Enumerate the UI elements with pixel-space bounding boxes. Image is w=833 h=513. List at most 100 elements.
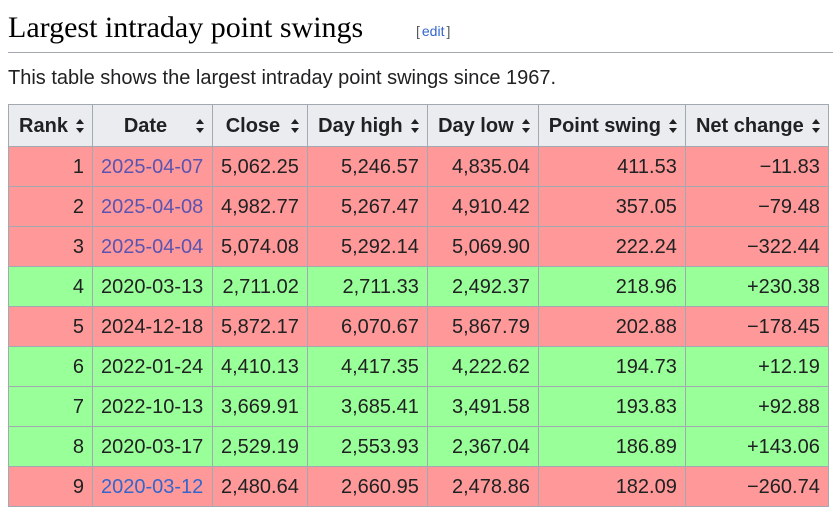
- date-link[interactable]: 2025-04-04: [101, 235, 204, 258]
- table-row: 4 2020-03-13 2,711.02 2,711.33 2,492.37 218.9…: [8, 266, 829, 307]
- close-cell: 5,872.17: [212, 306, 308, 347]
- day-high-cell: 2,553.93: [306, 426, 428, 467]
- table-row: 5 2024-12-18 5,872.17 6,070.67 5,867.79 202.8…: [8, 306, 829, 347]
- rank-cell: 2: [8, 186, 93, 227]
- header-label: Point swing: [548, 114, 661, 137]
- day-low-cell: 4,222.62: [426, 346, 539, 387]
- table-header-row: Rank Date Close Day high Day low Point s…: [8, 104, 829, 147]
- table-body: 1 2025-04-07 5,062.25 5,246.57 4,835.04 411.5…: [8, 146, 829, 507]
- header-label: Day low: [438, 114, 514, 137]
- day-high-cell: 2,711.33: [306, 266, 428, 307]
- date-cell: 2025-04-04: [92, 226, 213, 267]
- close-cell: 2,711.02: [212, 266, 308, 307]
- point-swing-cell: 186.89: [537, 426, 686, 467]
- rank-cell: 4: [8, 266, 93, 307]
- close-cell: 5,062.25: [212, 146, 308, 187]
- date-cell: 2024-12-18: [92, 306, 213, 347]
- point-swing-cell: 222.24: [537, 226, 686, 267]
- header-close[interactable]: Close: [212, 104, 308, 147]
- day-high-cell: 5,267.47: [306, 186, 428, 227]
- net-change-cell: −79.48: [684, 186, 829, 227]
- intro-text: This table shows the largest intraday po…: [8, 67, 557, 89]
- date-cell: 2022-10-13: [92, 386, 213, 427]
- net-change-cell: +143.06: [684, 426, 829, 467]
- day-high-cell: 2,660.95: [306, 466, 428, 507]
- day-low-cell: 2,492.37: [426, 266, 539, 307]
- header-point-swing[interactable]: Point swing: [537, 104, 686, 147]
- day-low-cell: 2,478.86: [426, 466, 539, 507]
- table-row: 2 2025-04-08 4,982.77 5,267.47 4,910.42 357.0…: [8, 186, 829, 227]
- edit-bracket-close: ]: [446, 23, 451, 39]
- date-cell: 2022-01-24: [92, 346, 213, 387]
- net-change-cell: −178.45: [684, 306, 829, 347]
- date-link[interactable]: 2025-04-07: [101, 155, 204, 178]
- date-link[interactable]: 2020-03-12: [101, 475, 204, 498]
- day-high-cell: 4,417.35: [306, 346, 428, 387]
- rank-cell: 6: [8, 346, 93, 387]
- day-low-cell: 5,867.79: [426, 306, 539, 347]
- close-cell: 2,480.64: [212, 466, 308, 507]
- date-cell: 2020-03-13: [92, 266, 213, 307]
- header-label: Net change: [695, 114, 804, 137]
- day-high-cell: 5,292.14: [306, 226, 428, 267]
- close-cell: 5,074.08: [212, 226, 308, 267]
- close-cell: 4,982.77: [212, 186, 308, 227]
- section-title: Largest intraday point swings: [8, 11, 364, 44]
- header-label: Date: [123, 114, 168, 137]
- net-change-cell: +230.38: [684, 266, 829, 307]
- net-change-cell: +92.88: [684, 386, 829, 427]
- point-swing-cell: 194.73: [537, 346, 686, 387]
- point-swing-cell: 182.09: [537, 466, 686, 507]
- close-cell: 2,529.19: [212, 426, 308, 467]
- header-rank[interactable]: Rank: [8, 104, 93, 147]
- sort-icon[interactable]: [668, 118, 677, 133]
- table-row: 9 2020-03-12 2,480.64 2,660.95 2,478.86 182.0…: [8, 466, 829, 507]
- intraday-swings-table: Rank Date Close Day high Day low Point s…: [8, 104, 829, 507]
- rank-cell: 7: [8, 386, 93, 427]
- date-link[interactable]: 2025-04-08: [101, 195, 204, 218]
- section-heading: Largest intraday point swings [edit]: [8, 6, 833, 53]
- edit-section: [edit]: [416, 22, 450, 40]
- table-row: 1 2025-04-07 5,062.25 5,246.57 4,835.04 411.5…: [8, 146, 829, 187]
- date-cell: 2020-03-17: [92, 426, 213, 467]
- day-low-cell: 5,069.90: [426, 226, 539, 267]
- header-date[interactable]: Date: [92, 104, 213, 147]
- day-low-cell: 3,491.58: [426, 386, 539, 427]
- header-net-change[interactable]: Net change: [684, 104, 829, 147]
- day-high-cell: 5,246.57: [306, 146, 428, 187]
- day-high-cell: 6,070.67: [306, 306, 428, 347]
- point-swing-cell: 218.96: [537, 266, 686, 307]
- point-swing-cell: 411.53: [537, 146, 686, 187]
- sort-icon[interactable]: [811, 118, 820, 133]
- close-cell: 3,669.91: [212, 386, 308, 427]
- sort-icon[interactable]: [521, 118, 530, 133]
- header-day-high[interactable]: Day high: [306, 104, 428, 147]
- net-change-cell: +12.19: [684, 346, 829, 387]
- date-cell: 2020-03-12: [92, 466, 213, 507]
- date-cell: 2025-04-07: [92, 146, 213, 187]
- header-day-low[interactable]: Day low: [426, 104, 539, 147]
- point-swing-cell: 357.05: [537, 186, 686, 227]
- point-swing-cell: 193.83: [537, 386, 686, 427]
- edit-bracket-open: [: [416, 23, 420, 39]
- sort-icon[interactable]: [196, 118, 204, 133]
- day-low-cell: 4,835.04: [426, 146, 539, 187]
- sort-icon[interactable]: [76, 118, 84, 133]
- rank-cell: 1: [8, 146, 93, 187]
- table-row: 3 2025-04-04 5,074.08 5,292.14 5,069.90 222.2…: [8, 226, 829, 267]
- sort-icon[interactable]: [410, 118, 419, 133]
- edit-link[interactable]: edit: [421, 23, 445, 39]
- header-label: Close: [225, 114, 281, 137]
- sort-icon[interactable]: [290, 118, 299, 133]
- rank-cell: 3: [8, 226, 93, 267]
- point-swing-cell: 202.88: [537, 306, 686, 347]
- rank-cell: 8: [8, 426, 93, 467]
- table-row: 6 2022-01-24 4,410.13 4,417.35 4,222.62 194.7…: [8, 346, 829, 387]
- rank-cell: 5: [8, 306, 93, 347]
- table-row: 7 2022-10-13 3,669.91 3,685.41 3,491.58 193.8…: [8, 386, 829, 427]
- table-row: 8 2020-03-17 2,529.19 2,553.93 2,367.04 186.8…: [8, 426, 829, 467]
- header-label: Rank: [19, 114, 68, 137]
- net-change-cell: −260.74: [684, 466, 829, 507]
- header-label: Day high: [318, 114, 403, 137]
- day-low-cell: 4,910.42: [426, 186, 539, 227]
